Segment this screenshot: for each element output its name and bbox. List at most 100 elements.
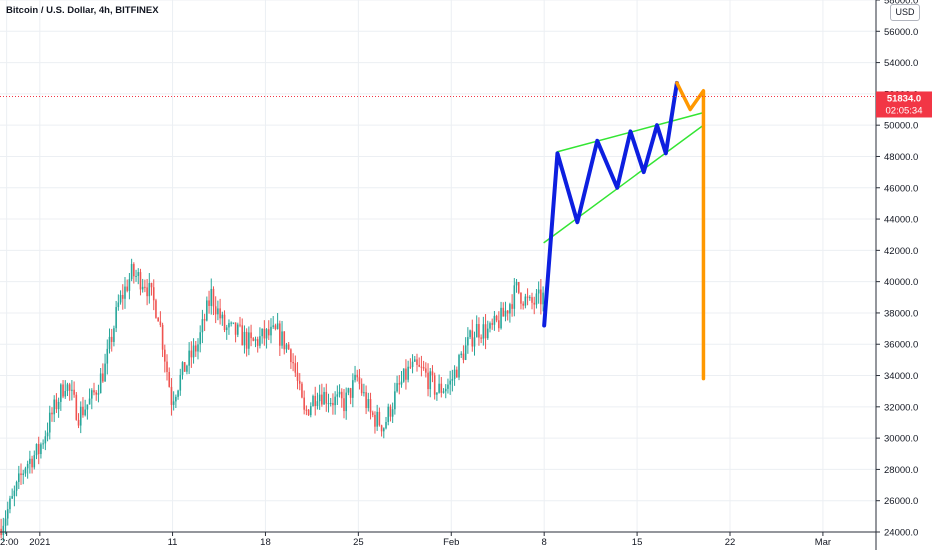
time-axis[interactable]: 12:00 2021 11 18 25 Feb 8 15 22 Mar	[0, 531, 876, 548]
y-tick-label: 42000.0	[884, 246, 918, 257]
candle-body	[217, 308, 219, 315]
candle-body	[431, 371, 434, 376]
y-tick-label: 36000.0	[884, 340, 918, 351]
x-tick-label: Mar	[815, 537, 831, 548]
candle-body	[256, 339, 259, 346]
candle-body	[535, 293, 538, 305]
currency-button[interactable]: USD	[890, 4, 920, 21]
candle-body	[263, 328, 266, 339]
candle-body	[285, 344, 288, 350]
candle-body	[469, 330, 471, 338]
candle-body	[438, 383, 440, 393]
candle-body	[287, 344, 290, 350]
candle-body	[489, 323, 491, 329]
candle-body	[219, 308, 221, 319]
x-tick-label: 8	[542, 537, 547, 548]
y-tick-label: 38000.0	[884, 308, 918, 319]
projection-path[interactable]	[675, 81, 706, 381]
candle-body	[312, 395, 314, 407]
candle-body	[433, 375, 436, 395]
candle-body	[413, 359, 416, 362]
candle-body	[88, 398, 91, 405]
candle-body	[237, 324, 239, 335]
candle-body	[133, 264, 135, 277]
candle-body	[20, 473, 22, 476]
candle-body	[464, 345, 467, 360]
wave-line[interactable]	[542, 80, 679, 328]
candle-body	[323, 391, 325, 405]
candle-body	[491, 323, 493, 325]
candle-body	[352, 380, 354, 398]
candle-body	[460, 353, 463, 356]
candle-body	[170, 386, 173, 405]
x-tick-label: 18	[260, 537, 271, 548]
candle-body	[329, 402, 332, 404]
candle-body	[104, 363, 106, 382]
candle-body	[234, 322, 237, 335]
candle-body	[427, 372, 429, 390]
candle-body	[478, 324, 480, 338]
candle-body	[146, 287, 148, 297]
candle-body	[540, 289, 542, 305]
price-axis[interactable]: 24000.0 26000.0 28000.0 30000.0 32000.0 34000…	[876, 0, 918, 539]
wedge-lower-line[interactable]	[543, 124, 705, 244]
candle-body	[110, 336, 113, 342]
candle-body	[42, 443, 44, 445]
candle-body	[95, 392, 98, 395]
candle-body	[148, 282, 151, 297]
candle-body	[292, 362, 294, 364]
candle-body	[172, 401, 175, 405]
price-tag-countdown: 02:05:34	[886, 105, 923, 116]
candle-body	[126, 286, 128, 291]
candle-body	[84, 409, 86, 416]
candle-body	[515, 281, 518, 286]
candle-body	[203, 319, 206, 321]
candle-body	[186, 365, 188, 372]
y-tick-label: 54000.0	[884, 58, 918, 69]
candle-body	[486, 328, 489, 339]
candle-body	[442, 391, 445, 393]
candle-body	[265, 329, 268, 339]
y-tick-label: 56000.0	[884, 27, 918, 38]
candle-body	[190, 350, 193, 358]
wedge-lines[interactable]	[543, 111, 705, 244]
candle-body	[456, 369, 458, 378]
x-tick-label: 12:00	[0, 537, 19, 548]
candle-body	[157, 317, 159, 322]
candle-body	[128, 279, 131, 291]
candle-body	[139, 272, 142, 290]
candle-body	[385, 421, 387, 429]
candle-body	[425, 368, 427, 373]
candle-body	[144, 286, 146, 288]
candle-body	[363, 392, 365, 394]
candle-body	[500, 307, 502, 329]
x-tick-label: 22	[725, 537, 736, 548]
candle-body	[130, 264, 133, 280]
candle-body	[517, 281, 520, 293]
candle-body	[33, 455, 36, 468]
projection-line[interactable]	[675, 81, 706, 381]
candle-body	[250, 332, 252, 339]
candle-body	[75, 394, 78, 420]
candle-body	[86, 404, 89, 410]
candle-body	[210, 288, 213, 306]
x-tick-label: 2021	[29, 537, 50, 548]
candle-body	[22, 473, 25, 476]
candle-body	[316, 401, 319, 407]
candle-body	[396, 383, 398, 392]
candle-body	[447, 384, 449, 389]
candle-body	[150, 282, 153, 288]
candle-body	[365, 392, 367, 409]
candle-body	[102, 373, 104, 382]
candle-body	[51, 412, 53, 415]
wave-pattern[interactable]	[542, 80, 679, 328]
candle-body	[161, 324, 164, 350]
candle-body	[119, 294, 122, 303]
candle-body	[4, 518, 7, 526]
candle-body	[367, 399, 370, 409]
candle-body	[480, 337, 482, 339]
candle-body	[199, 332, 201, 345]
candle-body	[177, 390, 179, 397]
candle-body	[15, 481, 18, 491]
